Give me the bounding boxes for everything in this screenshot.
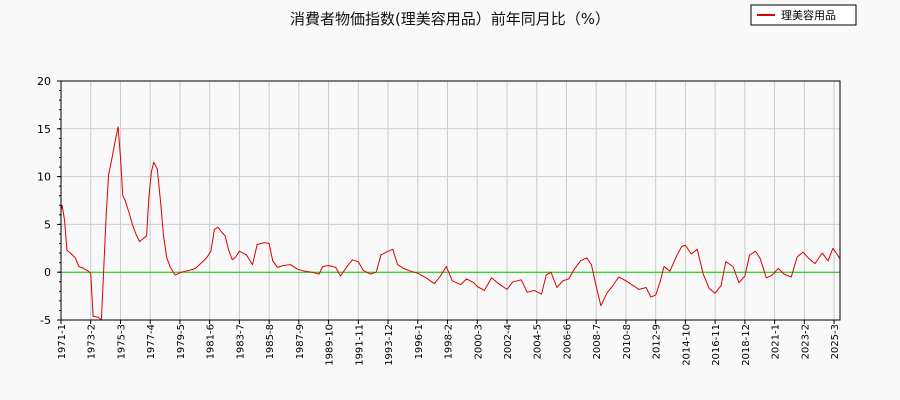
series-layer — [60, 126, 841, 321]
x-tick-label: 1993-12 — [384, 324, 395, 366]
x-tick-label: 1975-3 — [116, 324, 127, 359]
y-tick-label: 15 — [37, 123, 51, 136]
x-tick-label: 1991-11 — [354, 324, 365, 366]
x-tick-label: 1977-4 — [146, 324, 157, 359]
x-tick-label: 2016-11 — [711, 324, 722, 366]
y-tick-label: 10 — [37, 171, 51, 184]
x-tick-label: 1983-7 — [235, 324, 246, 359]
legend: 理美容用品 — [750, 4, 857, 26]
x-tick-label: 2021-1 — [771, 324, 782, 359]
legend-label: 理美容用品 — [781, 8, 836, 22]
series-line — [60, 126, 841, 321]
x-tick-label: 1998-2 — [444, 324, 455, 359]
legend-box — [750, 4, 857, 26]
y-tick-label: 20 — [37, 75, 51, 88]
x-axis-ticks: 1971-1 1973-2 1975-3 1977-4 1979-5 1981-6 1983… — [57, 320, 841, 366]
x-tick-label: 1989-10 — [325, 324, 336, 366]
x-tick-label: 2006-6 — [562, 324, 573, 359]
x-tick-label: 2018-12 — [741, 324, 752, 366]
y-tick-label: 0 — [44, 266, 51, 279]
x-tick-label: 2002-4 — [503, 324, 514, 359]
x-tick-label: 2000-3 — [473, 324, 484, 359]
grid — [60, 80, 840, 321]
x-tick-label: 2012-9 — [652, 324, 663, 359]
plot-frame — [60, 80, 841, 321]
y-tick-label: 5 — [44, 218, 51, 231]
x-tick-label: 2010-8 — [622, 324, 633, 359]
y-tick-label: -5 — [40, 314, 51, 327]
x-tick-label: 1987-9 — [295, 324, 306, 359]
x-tick-label: 2014-10 — [681, 324, 692, 366]
x-tick-label: 1971-1 — [57, 324, 68, 359]
x-tick-label: 1981-6 — [206, 324, 217, 359]
x-tick-label: 1973-2 — [87, 324, 98, 359]
x-tick-label: 2025-3 — [830, 324, 841, 359]
x-tick-label: 1996-1 — [414, 324, 425, 359]
chart-title: 消費者物価指数(理美容用品）前年同月比（%） — [290, 10, 610, 28]
x-tick-label: 1985-8 — [265, 324, 276, 359]
y-axis-ticks: -5 0 5 10 15 20 — [37, 75, 61, 327]
x-tick-label: 1979-5 — [176, 324, 187, 359]
x-tick-label: 2004-5 — [533, 324, 544, 359]
x-tick-label: 2008-7 — [592, 324, 603, 359]
x-tick-label: 2023-2 — [800, 324, 811, 359]
